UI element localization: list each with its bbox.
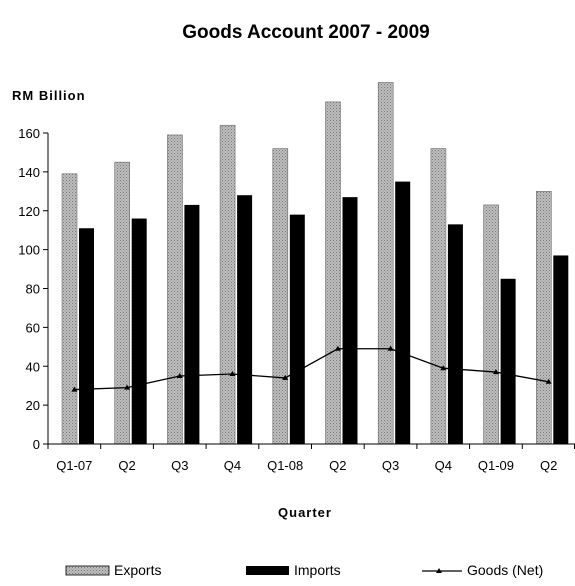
bar-imports <box>79 228 94 444</box>
legend-swatch-exports <box>65 565 110 576</box>
x-tick-label: Q2 <box>118 458 135 473</box>
y-tick-label: 100 <box>18 243 40 258</box>
y-axis-label: RM Billion <box>12 88 86 103</box>
legend-label-imports: Imports <box>294 562 341 578</box>
legend-label-goods-net: Goods (Net) <box>467 562 543 578</box>
legend-swatch-imports <box>246 566 289 575</box>
chart-title: Goods Account 2007 - 2009 <box>182 22 429 43</box>
legend: Exports Imports Goods (Net) <box>65 562 543 578</box>
x-axis-ticks: Q1-07 Q2 Q3 Q4 Q1-08 Q2 Q3 Q4 Q1-09 Q2 <box>47 444 575 473</box>
bar-exports <box>483 204 499 445</box>
x-tick-label: Q4 <box>435 458 452 473</box>
bar-imports <box>131 218 147 444</box>
bar-exports <box>535 191 552 445</box>
y-tick-label: 20 <box>26 398 40 413</box>
goods-net-point <box>282 374 289 380</box>
legend-marker-goods-net <box>436 568 442 573</box>
bar-exports <box>61 173 78 445</box>
y-tick-label: 140 <box>18 165 40 180</box>
bar-exports <box>430 148 447 445</box>
bar-exports <box>114 161 130 445</box>
bar-imports <box>342 197 358 444</box>
y-tick-label: 120 <box>18 204 40 219</box>
x-tick-label: Q2 <box>540 458 557 473</box>
bar-imports <box>500 278 516 444</box>
x-tick-label: Q4 <box>224 458 241 473</box>
goods-net-point <box>334 345 341 351</box>
legend-item-imports: Imports <box>246 562 341 578</box>
x-tick-label: Q1-09 <box>478 458 514 473</box>
bar-exports <box>377 82 394 445</box>
goods-net-point <box>71 386 78 392</box>
y-tick-label: 40 <box>26 359 40 374</box>
bar-exports <box>219 124 236 445</box>
legend-item-exports: Exports <box>65 562 161 578</box>
bar-imports <box>237 195 253 444</box>
bar-imports <box>553 255 569 444</box>
bar-exports <box>272 148 289 445</box>
goods-net-point <box>124 384 131 390</box>
x-tick-label: Q2 <box>329 458 346 473</box>
legend-item-goods-net: Goods (Net) <box>422 562 543 578</box>
y-axis-ticks: 0 20 40 60 80 100 120 140 160 <box>18 126 48 452</box>
goods-net-point <box>229 371 236 377</box>
bar-imports <box>395 181 411 444</box>
y-tick-label: 80 <box>26 282 40 297</box>
bar-imports <box>184 204 200 444</box>
bar-exports <box>325 101 341 445</box>
x-tick-label: Q3 <box>382 458 399 473</box>
x-axis-label: Quarter <box>278 505 332 520</box>
x-tick-label: Q1-08 <box>267 458 303 473</box>
bar-imports <box>447 224 463 444</box>
bar-exports <box>167 134 183 445</box>
legend-label-exports: Exports <box>114 562 161 578</box>
y-tick-label: 160 <box>18 126 40 141</box>
goods-net-point <box>492 369 499 375</box>
goods-net-line <box>71 345 552 392</box>
x-tick-label: Q1-07 <box>56 458 92 473</box>
goods-net-point <box>440 365 447 371</box>
y-tick-label: 0 <box>33 437 40 452</box>
bar-imports <box>289 214 305 444</box>
bars <box>61 82 569 445</box>
goods-net-polyline <box>74 348 549 391</box>
goods-net-point <box>545 378 552 384</box>
goods-net-point <box>176 372 183 378</box>
x-tick-label: Q3 <box>171 458 188 473</box>
y-tick-label: 60 <box>26 320 40 335</box>
goods-net-point <box>387 345 394 351</box>
